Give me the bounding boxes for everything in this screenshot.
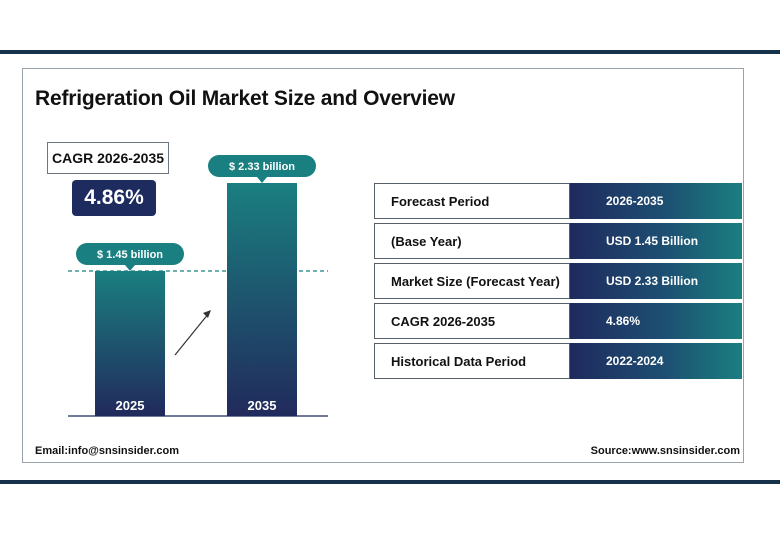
row-label: (Base Year) (374, 223, 570, 259)
callout-pointer (257, 177, 267, 183)
market-overview-table: Forecast Period 2026-2035 (Base Year) US… (374, 183, 742, 383)
category-label: 2035 (248, 398, 277, 413)
bar-2025 (95, 271, 165, 416)
arrow-head-icon (203, 310, 211, 318)
table-row: (Base Year) USD 1.45 Billion (374, 223, 742, 259)
table-row: Historical Data Period 2022-2024 (374, 343, 742, 379)
callout-pointer (125, 265, 135, 271)
row-label: Forecast Period (374, 183, 570, 219)
bar-2035 (227, 183, 297, 416)
row-value: 2026-2035 (570, 183, 742, 219)
cagr-value-badge: 4.86% (72, 180, 156, 216)
category-label: 2025 (116, 398, 145, 413)
row-label: Historical Data Period (374, 343, 570, 379)
footer-email: Email:info@snsinsider.com (35, 445, 179, 457)
value-callout (208, 155, 316, 177)
footer-source: Source:www.snsinsider.com (590, 445, 740, 457)
top-band (0, 50, 780, 54)
data-label: $ 2.33 billion (229, 161, 295, 173)
cagr-label-box: CAGR 2026-2035 (47, 142, 169, 174)
row-label: Market Size (Forecast Year) (374, 263, 570, 299)
page-title: Refrigeration Oil Market Size and Overvi… (35, 87, 455, 110)
value-callout (76, 243, 184, 265)
table-row: Forecast Period 2026-2035 (374, 183, 742, 219)
data-label: $ 1.45 billion (97, 249, 163, 261)
table-row: Market Size (Forecast Year) USD 2.33 Bil… (374, 263, 742, 299)
growth-arrow-icon (174, 312, 210, 356)
row-value: USD 2.33 Billion (570, 263, 742, 299)
table-row: CAGR 2026-2035 4.86% (374, 303, 742, 339)
row-value: USD 1.45 Billion (570, 223, 742, 259)
row-label: CAGR 2026-2035 (374, 303, 570, 339)
row-value: 2022-2024 (570, 343, 742, 379)
bottom-band (0, 480, 780, 484)
row-value: 4.86% (570, 303, 742, 339)
